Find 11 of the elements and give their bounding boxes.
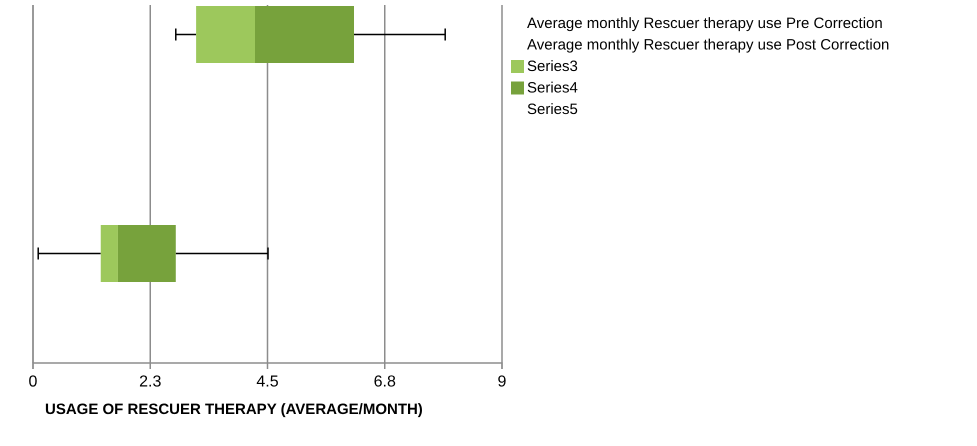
x-tick-label: 2.3 [139, 373, 162, 390]
x-axis-title: USAGE OF RESCUER THERAPY (AVERAGE/MONTH) [45, 401, 423, 418]
text: Series4 [527, 80, 578, 96]
text: Average monthly Rescuer therapy use Pre Correction [527, 15, 883, 32]
text: Series3 [527, 58, 578, 75]
x-tick-label: 9 [498, 373, 507, 390]
x-tick-label: 6.8 [374, 373, 396, 390]
x-tick-label: 0 [28, 373, 38, 390]
x-tick-label: 4.5 [256, 373, 279, 390]
text: Average monthly Rescuer therapy use Post Correction [527, 36, 890, 54]
text: Series5 [527, 101, 578, 118]
